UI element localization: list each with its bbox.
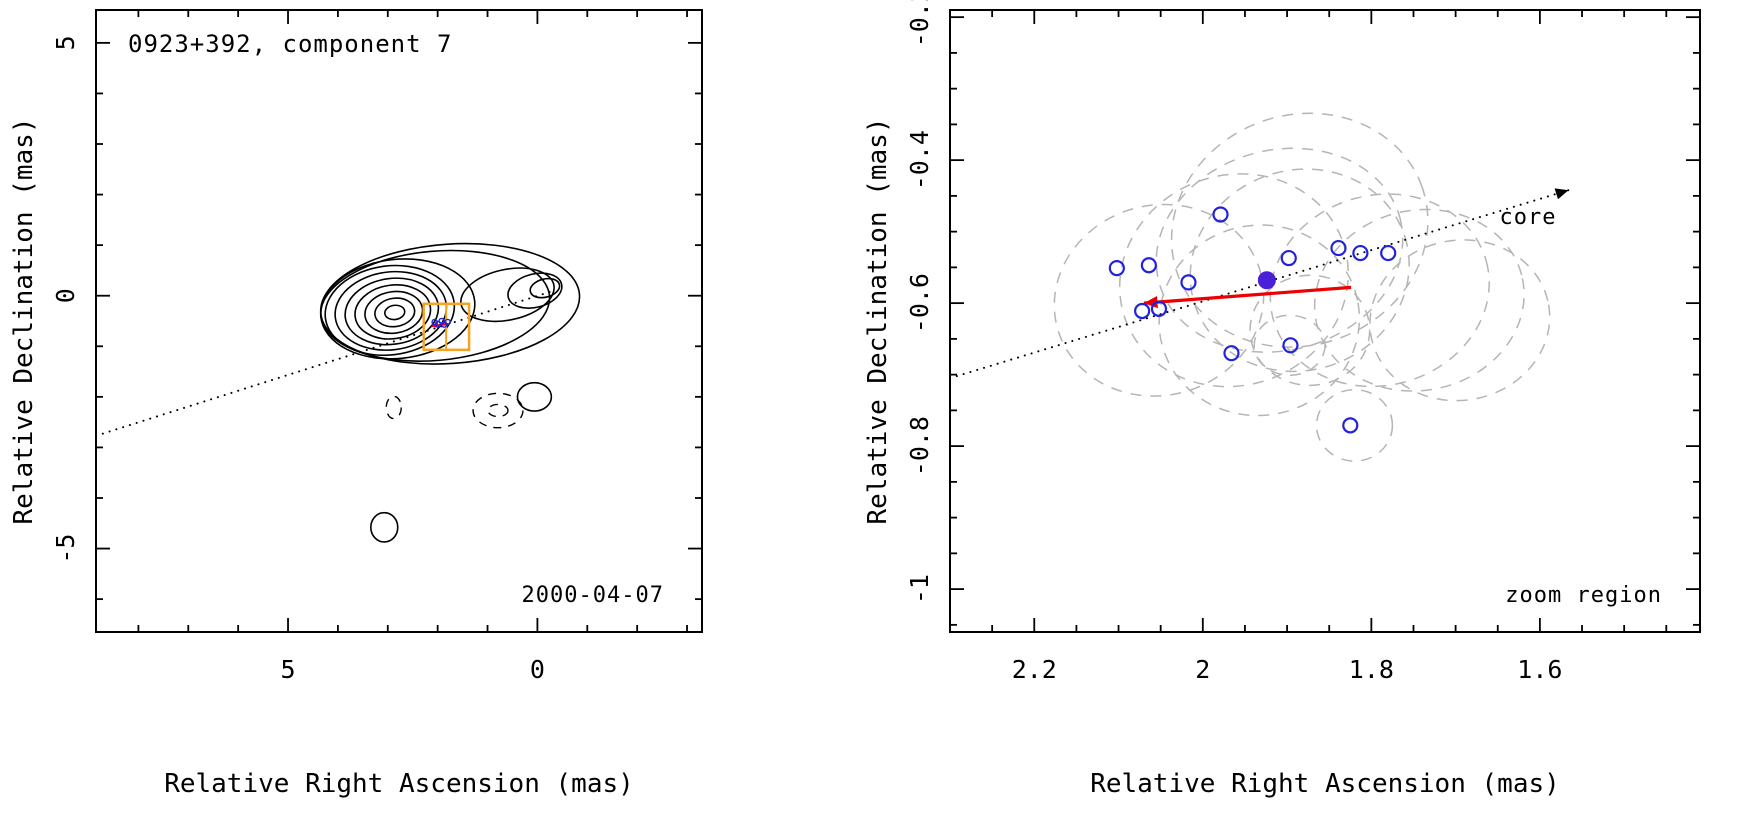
contour-line-negative	[487, 403, 509, 418]
beam-ellipse	[1369, 239, 1551, 402]
panel-title: 0923+392, component 7	[128, 30, 452, 58]
epoch-point	[1223, 345, 1240, 362]
core-label: core	[1500, 205, 1557, 230]
contour-line	[319, 242, 581, 365]
x-tick-label: 2	[1195, 655, 1210, 684]
y-tick-label: -0.4	[905, 130, 934, 190]
core-arrow-head	[1554, 188, 1569, 200]
plot-frame	[95, 9, 703, 633]
x-tick-label: 5	[280, 655, 295, 684]
beam-ellipse	[1249, 274, 1371, 387]
zoom-region-label: zoom region	[1505, 583, 1662, 608]
jet-axis-dotted-line	[95, 290, 554, 437]
y-tick-label: -0.2	[905, 0, 934, 47]
contour-line	[374, 297, 416, 328]
plot-frame	[949, 9, 1701, 633]
epoch-point	[1342, 417, 1359, 434]
beam-ellipse	[1053, 203, 1265, 397]
y-axis-title: Relative Declination (mas)	[9, 118, 39, 525]
epoch-point	[1180, 274, 1197, 291]
contour-line	[507, 272, 563, 309]
epoch-point	[1282, 337, 1299, 354]
epoch-point	[1352, 244, 1369, 262]
x-tick-label: 1.8	[1349, 655, 1394, 684]
motion-arrow-line	[1143, 285, 1352, 305]
contour-line	[364, 290, 424, 335]
x-tick-label: 1.6	[1517, 655, 1562, 684]
contour-line	[384, 304, 406, 321]
epoch-point	[1330, 239, 1347, 257]
contour-line	[370, 511, 399, 543]
epoch-point	[1380, 244, 1397, 262]
contour-line-negative	[472, 392, 524, 429]
epoch-point	[1140, 257, 1157, 274]
contour-map-panel: 0923+392, component 7 2000-04-07 5 0 -5 0 5 Rel…	[9, 9, 703, 799]
zoom-region-panel: core zoom region 2.2 2 1.8 1.6 -0.2 -0.4 -0.6 -0.…	[863, 0, 1701, 799]
contour-line	[324, 264, 456, 357]
beam-ellipse	[1313, 208, 1525, 392]
beam-ellipse	[1158, 224, 1361, 417]
epoch-point	[1150, 300, 1168, 317]
contour-line	[516, 381, 553, 412]
epoch-point	[1212, 206, 1229, 223]
beam-ellipse	[1155, 147, 1404, 353]
beam-ellipse	[1269, 193, 1490, 388]
y-tick-label: 5	[51, 35, 80, 50]
x-axis-title: Relative Right Ascension (mas)	[1090, 769, 1560, 799]
y-axis-title: Relative Declination (mas)	[863, 118, 893, 525]
core-direction-dotted-line	[949, 189, 1570, 380]
beam-ellipse	[1170, 112, 1429, 348]
y-tick-label: -0.8	[905, 416, 934, 476]
current-epoch-point	[1257, 271, 1276, 290]
contour-line	[354, 284, 432, 340]
y-tick-label: 0	[51, 288, 80, 303]
contour-line	[529, 277, 561, 299]
epoch-point	[1134, 302, 1151, 320]
y-tick-label: -1	[905, 574, 934, 604]
x-axis-title: Relative Right Ascension (mas)	[164, 769, 634, 799]
beam-ellipse	[1315, 388, 1394, 462]
x-tick-label: 2.2	[1012, 655, 1057, 684]
component-point-small	[444, 318, 451, 326]
epoch-point	[1280, 249, 1297, 267]
y-tick-label: -0.6	[905, 273, 934, 333]
beam-ellipse	[1118, 173, 1350, 388]
y-tick-label: -5	[51, 534, 80, 564]
contour-line-negative	[385, 395, 402, 420]
epoch-date-label: 2000-04-07	[522, 583, 664, 608]
x-tick-label: 0	[530, 655, 545, 684]
epoch-point	[1108, 259, 1125, 277]
